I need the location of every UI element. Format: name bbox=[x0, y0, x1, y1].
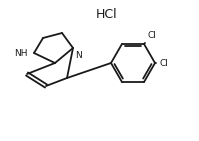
Text: N: N bbox=[75, 51, 82, 60]
Text: Cl: Cl bbox=[148, 31, 157, 40]
Text: HCl: HCl bbox=[96, 7, 118, 20]
Text: NH: NH bbox=[15, 49, 28, 58]
Text: Cl: Cl bbox=[159, 59, 168, 68]
